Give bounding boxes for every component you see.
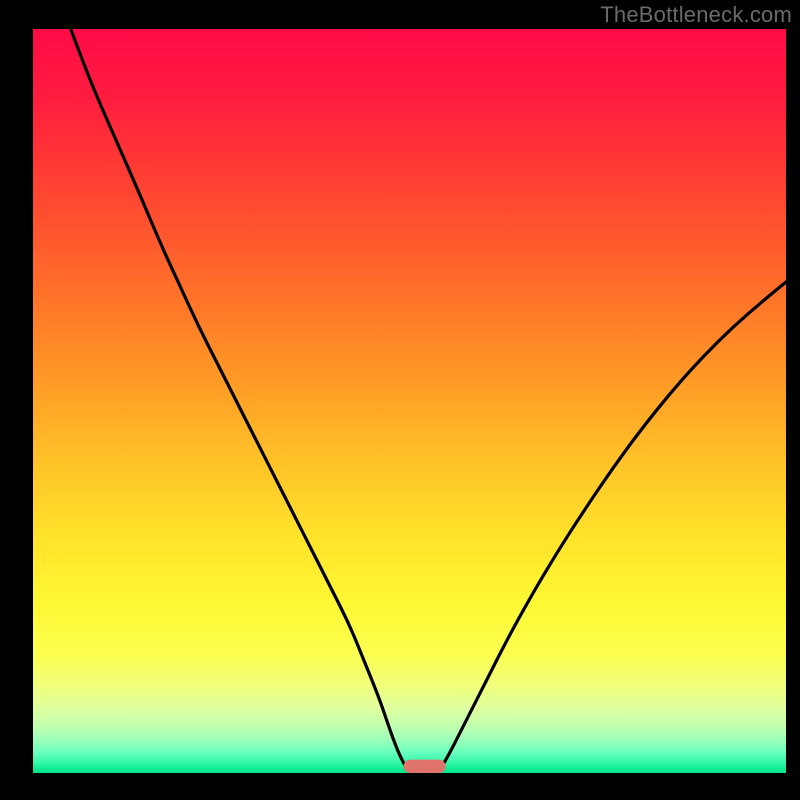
chart-container: TheBottleneck.com [0, 0, 800, 800]
optimal-marker [403, 760, 445, 773]
watermark-text: TheBottleneck.com [600, 2, 792, 28]
bottleneck-chart [0, 0, 800, 800]
plot-background [33, 29, 786, 773]
